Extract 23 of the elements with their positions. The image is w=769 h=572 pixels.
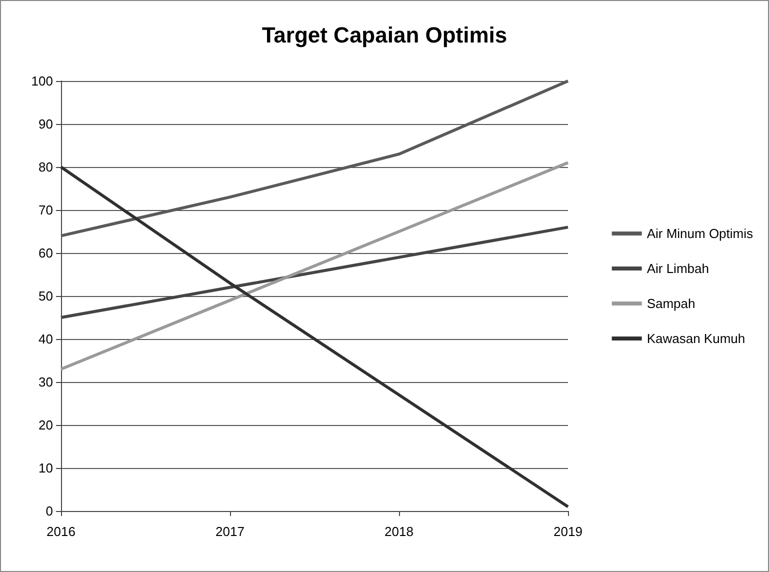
y-tick-label: 40 xyxy=(38,332,53,346)
y-tick-label: 50 xyxy=(38,288,53,304)
line-series xyxy=(60,161,570,371)
x-tick-label: 2019 xyxy=(554,524,582,539)
y-tick-label: 60 xyxy=(38,246,53,260)
y-tick-label: 70 xyxy=(38,202,53,218)
y-tick-label: 80 xyxy=(38,160,53,174)
y-tick-label: 90 xyxy=(38,116,53,132)
y-tick-label: 30 xyxy=(38,374,53,390)
legend-label: Air Limbah xyxy=(646,261,709,276)
chart-title: Target Capaian Optimis xyxy=(262,22,508,48)
y-tick-label: 0 xyxy=(46,504,53,518)
x-tick-label: 2017 xyxy=(216,524,244,539)
y-tick-label: 100 xyxy=(31,74,53,88)
legend-label: Sampah xyxy=(646,296,696,311)
x-tick-label: 2016 xyxy=(46,524,76,539)
y-tick-label: 10 xyxy=(38,460,53,476)
x-tick-label: 2018 xyxy=(384,524,414,539)
y-tick-label: 20 xyxy=(38,418,53,432)
line-series xyxy=(60,80,570,238)
legend-label: Kawasan Kumuh xyxy=(646,331,746,346)
legend-label: Air Minum Optimis xyxy=(646,226,754,241)
line-series xyxy=(60,166,570,508)
